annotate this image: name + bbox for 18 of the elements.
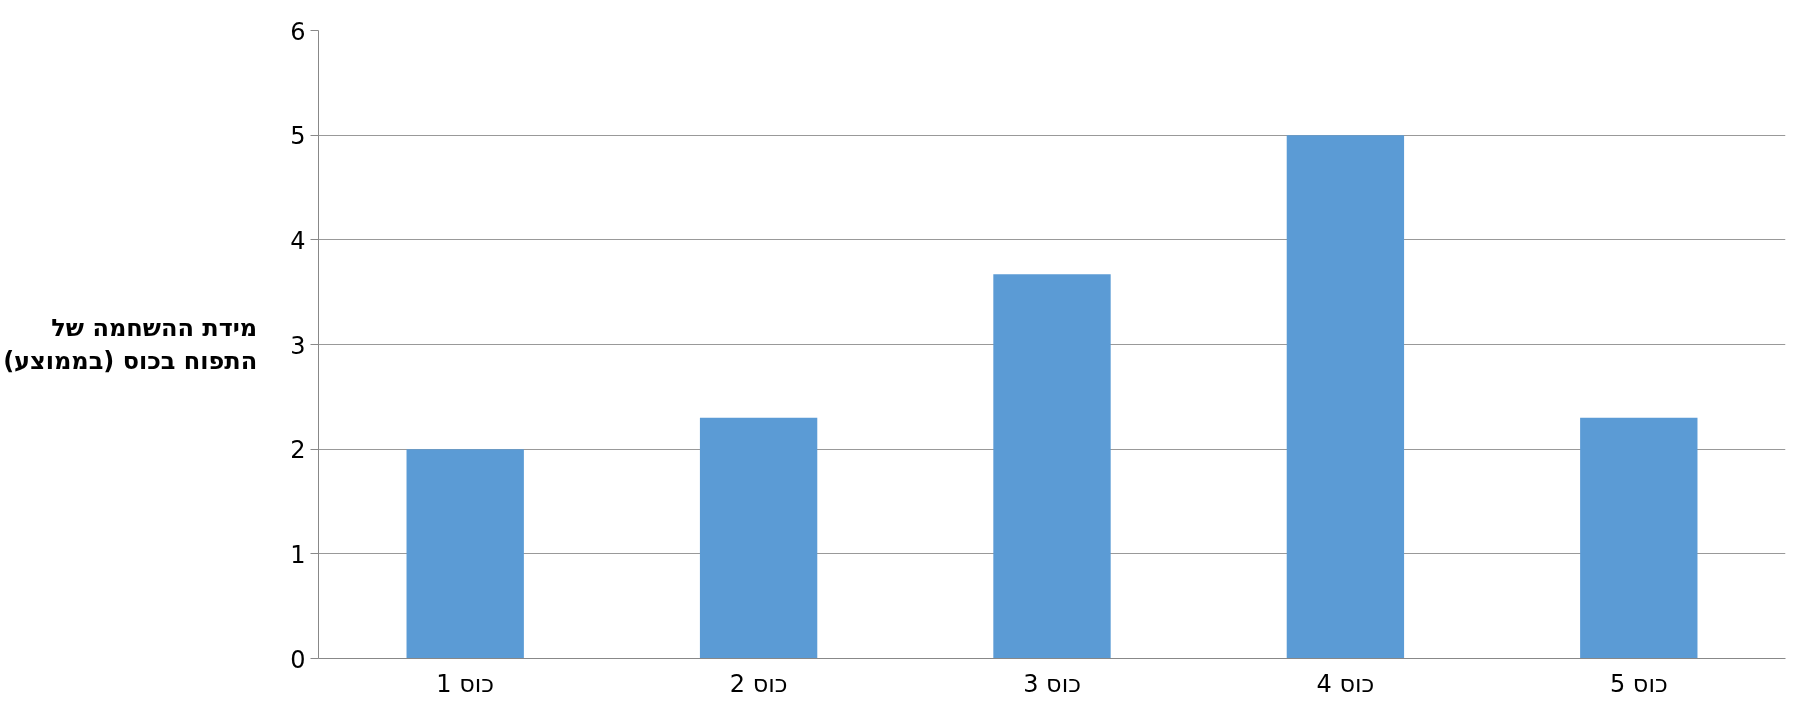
y-tick-label: 3 — [290, 331, 306, 360]
x-tick-label: כוס 3 — [1023, 669, 1081, 698]
bar — [1580, 417, 1698, 659]
y-tick-label: 4 — [290, 226, 306, 255]
y-tick-label: 1 — [290, 540, 306, 569]
x-tick-label: כוס 1 — [436, 669, 495, 698]
bar — [699, 417, 818, 659]
y-tick-label: 2 — [290, 436, 306, 465]
x-tick-label: כוס 2 — [729, 669, 788, 698]
y-axis-title: מידת ההשחמה של התפוח בכוס (בממוצע) — [3, 313, 258, 376]
x-tick-label: כוס 5 — [1609, 669, 1668, 698]
y-tick-label: 6 — [290, 17, 306, 46]
y-tick-label: 0 — [290, 645, 306, 674]
bar — [993, 274, 1111, 659]
y-tick-label: 5 — [290, 122, 306, 151]
bar — [406, 449, 524, 659]
x-tick-label: כוס 4 — [1316, 669, 1375, 698]
bar — [1286, 135, 1405, 659]
